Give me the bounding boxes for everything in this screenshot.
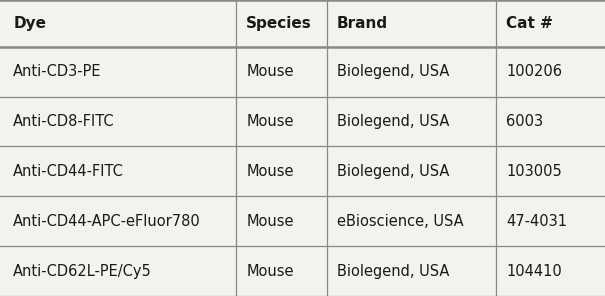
Text: Mouse: Mouse (246, 164, 294, 179)
Text: 103005: 103005 (506, 164, 562, 179)
Text: eBioscience, USA: eBioscience, USA (337, 214, 463, 229)
Text: 104410: 104410 (506, 263, 562, 279)
Text: Mouse: Mouse (246, 114, 294, 129)
Text: 6003: 6003 (506, 114, 543, 129)
Text: Biolegend, USA: Biolegend, USA (337, 114, 450, 129)
Text: Mouse: Mouse (246, 64, 294, 79)
Text: Biolegend, USA: Biolegend, USA (337, 263, 450, 279)
Text: Dye: Dye (13, 16, 47, 31)
Text: Mouse: Mouse (246, 214, 294, 229)
Text: 100206: 100206 (506, 64, 563, 79)
Text: Species: Species (246, 16, 312, 31)
Text: Anti-CD44-APC-eFluor780: Anti-CD44-APC-eFluor780 (13, 214, 201, 229)
Text: Anti-CD44-FITC: Anti-CD44-FITC (13, 164, 124, 179)
Text: 47-4031: 47-4031 (506, 214, 567, 229)
Text: Anti-CD8-FITC: Anti-CD8-FITC (13, 114, 115, 129)
Text: Brand: Brand (337, 16, 388, 31)
Text: Mouse: Mouse (246, 263, 294, 279)
Text: Anti-CD3-PE: Anti-CD3-PE (13, 64, 102, 79)
Text: Anti-CD62L-PE/Cy5: Anti-CD62L-PE/Cy5 (13, 263, 152, 279)
Text: Biolegend, USA: Biolegend, USA (337, 64, 450, 79)
Text: Cat #: Cat # (506, 16, 553, 31)
Text: Biolegend, USA: Biolegend, USA (337, 164, 450, 179)
